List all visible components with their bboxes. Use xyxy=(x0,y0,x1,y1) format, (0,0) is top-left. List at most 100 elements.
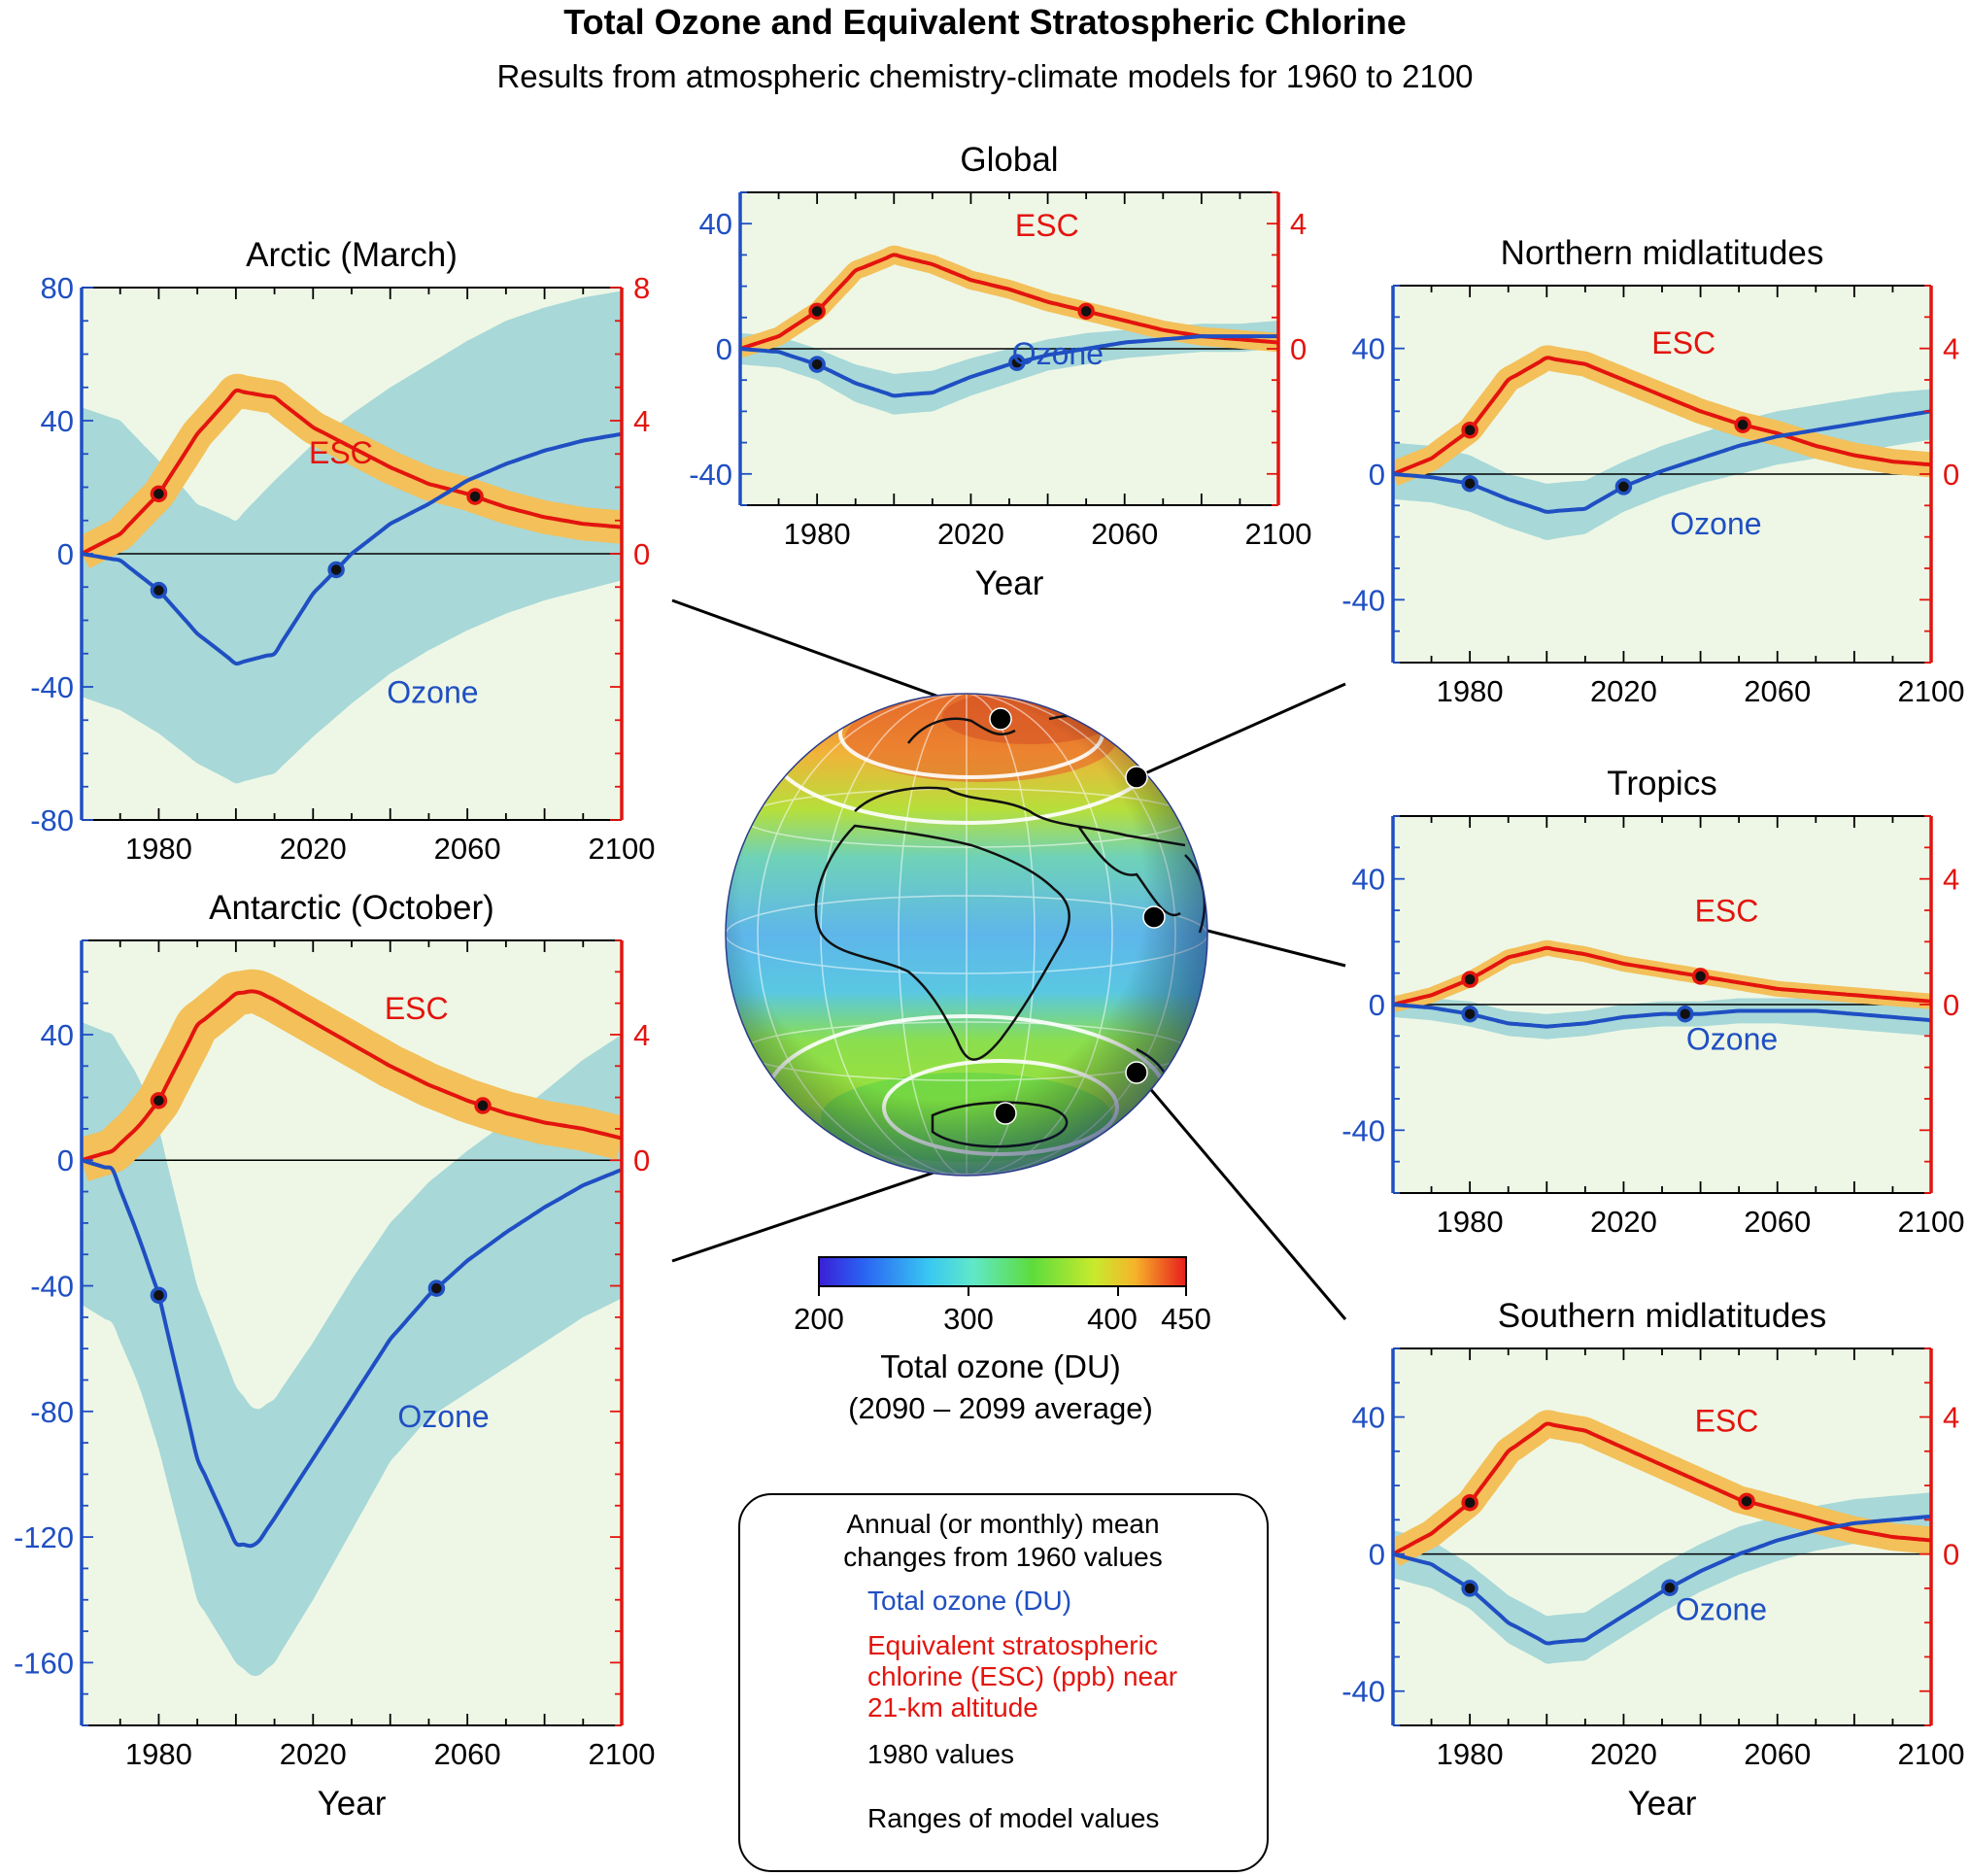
esc-1980-point xyxy=(474,1097,492,1114)
marker-northern-midlatitudes xyxy=(1125,766,1148,789)
x-tick-label: 2020 xyxy=(280,1737,347,1771)
marker-arctic xyxy=(989,707,1012,731)
left-tick-label: 40 xyxy=(41,1018,74,1052)
legend-heading-line1: Annual (or monthly) mean xyxy=(846,1509,1160,1539)
x-tick-label: 2060 xyxy=(1744,1737,1811,1771)
right-tick-label: 0 xyxy=(633,1143,650,1177)
ozone-line xyxy=(82,1158,622,1549)
x-tick-label: 1980 xyxy=(1437,674,1504,708)
ozone-globe xyxy=(725,693,1208,1177)
ozone-1980-point xyxy=(150,581,168,599)
right-tick-label: 0 xyxy=(633,537,650,571)
ozone-1980-point xyxy=(1461,1005,1478,1023)
left-tick-label: -40 xyxy=(1342,1113,1385,1147)
ozone-1980-point xyxy=(1661,1579,1679,1596)
left-tick-label: -40 xyxy=(1342,1675,1385,1709)
ozone-line xyxy=(1393,1003,1931,1029)
ozone-1980-point xyxy=(150,1286,168,1304)
x-axis-label: Year xyxy=(975,564,1044,602)
ozone-1980-point xyxy=(1614,478,1633,495)
x-tick-label: 1980 xyxy=(1437,1205,1504,1239)
left-tick-label: 0 xyxy=(57,1143,74,1177)
x-tick-label: 2020 xyxy=(1590,674,1657,708)
esc-1980-point xyxy=(150,485,168,503)
ozone-1980-point xyxy=(1008,354,1026,371)
esc-line xyxy=(1393,945,1931,1006)
left-tick-label: 0 xyxy=(57,537,74,571)
left-tick-label: 40 xyxy=(1352,332,1385,366)
x-tick-label: 2100 xyxy=(1245,517,1312,551)
panel-title: Tropics xyxy=(1607,765,1716,802)
left-tick-label: -80 xyxy=(30,1395,74,1429)
ozone-series-label: Ozone xyxy=(1676,1591,1767,1626)
esc-1980-point xyxy=(150,1092,168,1109)
marker-antarctic xyxy=(994,1102,1017,1125)
ozone-1980-point xyxy=(1676,1005,1694,1023)
right-tick-label: 0 xyxy=(1943,988,1959,1022)
figure-title: Total Ozone and Equivalent Stratospheric… xyxy=(563,2,1407,42)
figure-subtitle: Results from atmospheric chemistry-clima… xyxy=(496,58,1474,94)
esc-series-label: ESC xyxy=(385,991,449,1026)
panel-title: Arctic (March) xyxy=(246,236,458,274)
x-tick-label: 1980 xyxy=(125,1737,192,1771)
esc-series-label: ESC xyxy=(1651,325,1715,360)
panel-title: Northern midlatitudes xyxy=(1501,234,1824,272)
left-tick-label: -40 xyxy=(1342,583,1385,617)
left-tick-label: 40 xyxy=(1352,1401,1385,1435)
panel-global: 1980 2020 2060 2100400-4040GlobalYearESCOzo… xyxy=(689,141,1311,602)
x-tick-label: 2020 xyxy=(280,832,347,866)
legend-box xyxy=(738,1493,1269,1872)
esc-1980-point xyxy=(1691,968,1710,985)
esc-series-label: ESC xyxy=(1695,1403,1759,1438)
panel-antarctic-october: 1980 2020 2060 2100400-40-80-120-16040Antar… xyxy=(14,889,656,1823)
left-tick-label: -120 xyxy=(14,1520,74,1554)
panel-title: Southern midlatitudes xyxy=(1498,1297,1827,1335)
colorbar-tick-400: 400 xyxy=(1087,1302,1138,1336)
x-tick-label: 2100 xyxy=(589,1737,656,1771)
legend-esc-label-line2: chlorine (ESC) (ppb) near xyxy=(867,1661,1178,1691)
x-tick-label: 2100 xyxy=(1898,674,1965,708)
left-tick-label: -160 xyxy=(14,1646,74,1680)
right-tick-label: 4 xyxy=(633,1018,650,1052)
ozone-range-band xyxy=(1393,995,1931,1040)
esc-1980-point xyxy=(808,302,826,321)
right-tick-label: 4 xyxy=(1943,863,1959,897)
x-axis-label: Year xyxy=(1628,1785,1697,1823)
connector-southern-midlatitudes xyxy=(1135,1072,1347,1320)
x-tick-label: 2020 xyxy=(1590,1205,1657,1239)
right-tick-label: 0 xyxy=(1290,332,1307,366)
legend-points-label: 1980 values xyxy=(867,1739,1015,1769)
ozone-series-label: Ozone xyxy=(1012,336,1104,371)
ozone-line xyxy=(82,431,622,666)
right-tick-label: 0 xyxy=(1943,1538,1959,1572)
legend-ranges-label: Ranges of model values xyxy=(867,1803,1160,1833)
x-tick-label: 2100 xyxy=(1898,1737,1965,1771)
ozone-1980-point xyxy=(1461,1580,1478,1597)
right-tick-label: 0 xyxy=(1943,458,1959,492)
esc-1980-point xyxy=(466,488,484,505)
esc-1980-point xyxy=(1461,1493,1478,1512)
x-tick-label: 2060 xyxy=(434,832,501,866)
esc-line xyxy=(82,989,622,1163)
ozone-1980-point xyxy=(1461,474,1478,493)
left-tick-label: 40 xyxy=(699,207,732,241)
x-tick-label: 2060 xyxy=(1744,674,1811,708)
legend-esc-label-line3: 21-km altitude xyxy=(867,1692,1038,1723)
legend-ozone-label: Total ozone (DU) xyxy=(867,1586,1072,1616)
legend-esc-label: Equivalent stratospheric chlorine (ESC) … xyxy=(867,1630,1177,1723)
panel-title: Global xyxy=(960,141,1058,179)
colorbar-label: Total ozone (DU) xyxy=(880,1348,1121,1384)
colorbar-gradient xyxy=(818,1256,1187,1287)
esc-1980-point xyxy=(1734,416,1751,433)
right-tick-label: 4 xyxy=(1943,1401,1959,1435)
ozone-series-label: Ozone xyxy=(387,674,478,709)
legend-heading: Annual (or monthly) mean changes from 19… xyxy=(767,1508,1239,1574)
right-tick-label: 4 xyxy=(633,404,650,438)
left-tick-label: -80 xyxy=(30,803,74,837)
x-tick-label: 2100 xyxy=(1898,1205,1965,1239)
esc-line xyxy=(82,388,622,556)
